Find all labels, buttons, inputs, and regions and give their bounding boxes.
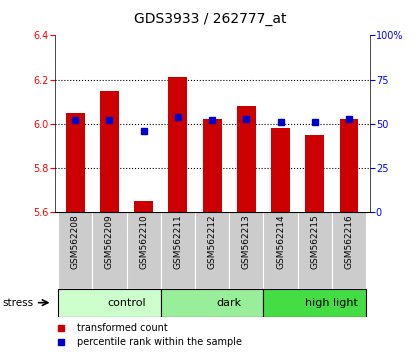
Text: dark: dark — [217, 298, 242, 308]
Text: control: control — [107, 298, 146, 308]
Bar — [134, 201, 153, 212]
Bar — [126, 212, 161, 289]
Text: GSM562208: GSM562208 — [71, 215, 80, 269]
Text: GSM562212: GSM562212 — [207, 215, 217, 269]
Bar — [58, 289, 161, 317]
Bar — [100, 91, 119, 212]
Bar — [263, 289, 366, 317]
Bar — [161, 289, 263, 317]
Text: GSM562213: GSM562213 — [242, 215, 251, 269]
Bar — [271, 129, 290, 212]
Bar — [340, 120, 359, 212]
Bar — [161, 212, 195, 289]
Bar — [332, 212, 366, 289]
Text: high light: high light — [305, 298, 358, 308]
Bar — [92, 212, 126, 289]
Text: GSM562211: GSM562211 — [173, 215, 182, 269]
Bar — [305, 135, 324, 212]
Bar — [237, 106, 256, 212]
Bar — [195, 212, 229, 289]
Bar — [298, 212, 332, 289]
Bar — [66, 113, 84, 212]
Bar — [203, 120, 221, 212]
Bar — [263, 212, 298, 289]
Text: GSM562209: GSM562209 — [105, 215, 114, 269]
Text: GSM562216: GSM562216 — [344, 215, 354, 269]
Bar — [229, 212, 263, 289]
Text: percentile rank within the sample: percentile rank within the sample — [77, 337, 242, 348]
Text: stress: stress — [2, 298, 33, 308]
Bar — [58, 212, 92, 289]
Bar — [168, 78, 187, 212]
Text: GSM562210: GSM562210 — [139, 215, 148, 269]
Text: transformed count: transformed count — [77, 322, 168, 332]
Text: GDS3933 / 262777_at: GDS3933 / 262777_at — [134, 12, 286, 27]
Text: GSM562214: GSM562214 — [276, 215, 285, 269]
Text: GSM562215: GSM562215 — [310, 215, 319, 269]
